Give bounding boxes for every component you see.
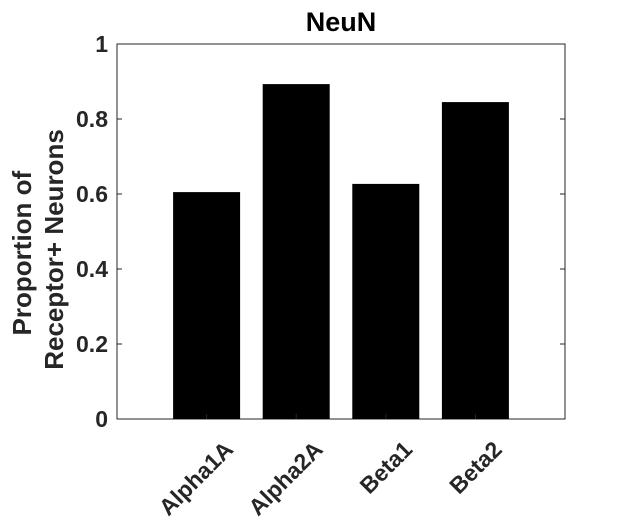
x-tick-label: Beta2 [444, 436, 507, 499]
bar-beta2 [441, 102, 509, 419]
y-tick-label: 0.8 [76, 106, 108, 132]
y-tick-label: 0.4 [76, 256, 108, 282]
x-tick-label: Alpha1A [154, 436, 238, 520]
bar-alpha2a [262, 84, 330, 419]
chart-title: NeuN [306, 7, 377, 37]
x-ticks-group: Alpha1A Alpha2A Beta1 Beta2 [154, 414, 507, 520]
y-axis-label-line-1: Proportion of [7, 170, 37, 335]
y-axis-label-line-2: Receptor+ Neurons [39, 129, 69, 370]
y-ticks-group: 0 0.2 0.4 0.6 0.8 1 [76, 31, 565, 432]
bar-beta1 [352, 183, 420, 419]
bars-group [173, 84, 509, 419]
y-tick-label: 0 [95, 406, 108, 432]
y-tick-label: 0.2 [76, 331, 108, 357]
x-tick-label: Alpha2A [243, 436, 327, 520]
y-tick-label: 1 [95, 31, 108, 57]
bar-alpha1a [173, 192, 241, 419]
x-tick-label: Beta1 [355, 436, 418, 499]
y-tick-label: 0.6 [76, 181, 108, 207]
y-axis-label: Proportion of Receptor+ Neurons [7, 129, 69, 370]
